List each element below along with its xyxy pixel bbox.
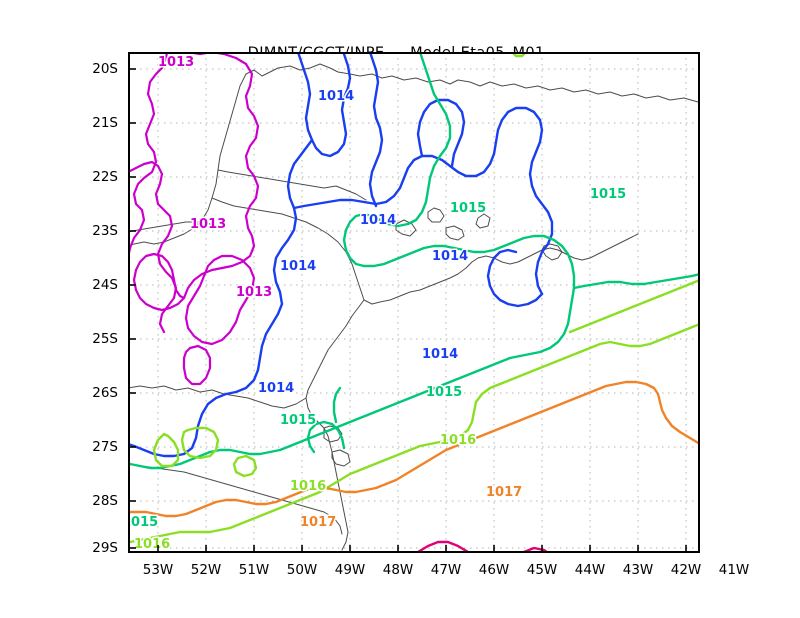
x-tick-49W: 49W — [334, 562, 366, 578]
contour-label-1015-c: 1015 — [426, 385, 462, 400]
x-tick-50W: 50W — [286, 562, 318, 578]
contour-label-1015-e: 1015 — [128, 515, 158, 530]
contour-label-1014-f: 1014 — [258, 381, 294, 396]
contour-1016 — [128, 52, 700, 544]
y-tick-24S: 24S — [92, 277, 118, 293]
contour-1013 — [128, 52, 260, 386]
y-tick-23S: 23S — [92, 223, 118, 239]
x-tick-46W: 46W — [478, 562, 510, 578]
contour-label-1017-b: 1017 — [486, 485, 522, 500]
contour-label-1015-d: 1015 — [280, 413, 316, 428]
contour-1014 — [128, 52, 554, 458]
y-tick-27S: 27S — [92, 439, 118, 455]
contour-label-1015-b: 1015 — [590, 187, 626, 202]
contour-1015 — [128, 52, 700, 470]
x-tick-53W: 53W — [142, 562, 174, 578]
contour-label-1013-b: 1013 — [190, 217, 226, 232]
contour-label-1013-a: 1013 — [158, 55, 194, 70]
x-tick-51W: 51W — [238, 562, 270, 578]
contour-label-1014-a: 1014 — [318, 89, 354, 104]
contour-1017 — [128, 380, 700, 518]
y-tick-22S: 22S — [92, 169, 118, 185]
contour-label-1015-a: 1015 — [450, 201, 486, 216]
y-tick-26S: 26S — [92, 385, 118, 401]
contour-label-1017-a: 1017 — [300, 515, 336, 530]
coastline-layer — [128, 63, 699, 551]
plot-area: 1013 1013 1013 1014 1014 1014 1014 1014 … — [128, 52, 700, 553]
contour-label-1014-c: 1014 — [360, 213, 396, 228]
contour-label-1014-d: 1014 — [432, 249, 468, 264]
x-tick-52W: 52W — [190, 562, 222, 578]
contour-label-1016-c: 1016 — [134, 537, 170, 552]
x-tick-48W: 48W — [382, 562, 414, 578]
y-tick-29S: 29S — [92, 540, 118, 556]
contour-labels: 1013 1013 1013 1014 1014 1014 1014 1014 … — [128, 54, 628, 554]
contour-label-1014-e: 1014 — [422, 347, 458, 362]
x-tick-47W: 47W — [430, 562, 462, 578]
contour-label-1014-b: 1014 — [280, 259, 316, 274]
contour-label-1013-c: 1013 — [236, 285, 272, 300]
contour-label-1016-a: 1016 — [290, 479, 326, 494]
x-tick-42W: 42W — [670, 562, 702, 578]
x-tick-45W: 45W — [526, 562, 558, 578]
y-tick-25S: 25S — [92, 331, 118, 347]
x-tick-44W: 44W — [574, 562, 606, 578]
y-tick-28S: 28S — [92, 493, 118, 509]
x-tick-43W: 43W — [622, 562, 654, 578]
x-tick-41W: 41W — [718, 562, 750, 578]
contour-label-1016-b: 1016 — [440, 433, 476, 448]
plot-background — [128, 52, 700, 553]
contour-map-svg: 1013 1013 1013 1014 1014 1014 1014 1014 … — [128, 52, 700, 553]
